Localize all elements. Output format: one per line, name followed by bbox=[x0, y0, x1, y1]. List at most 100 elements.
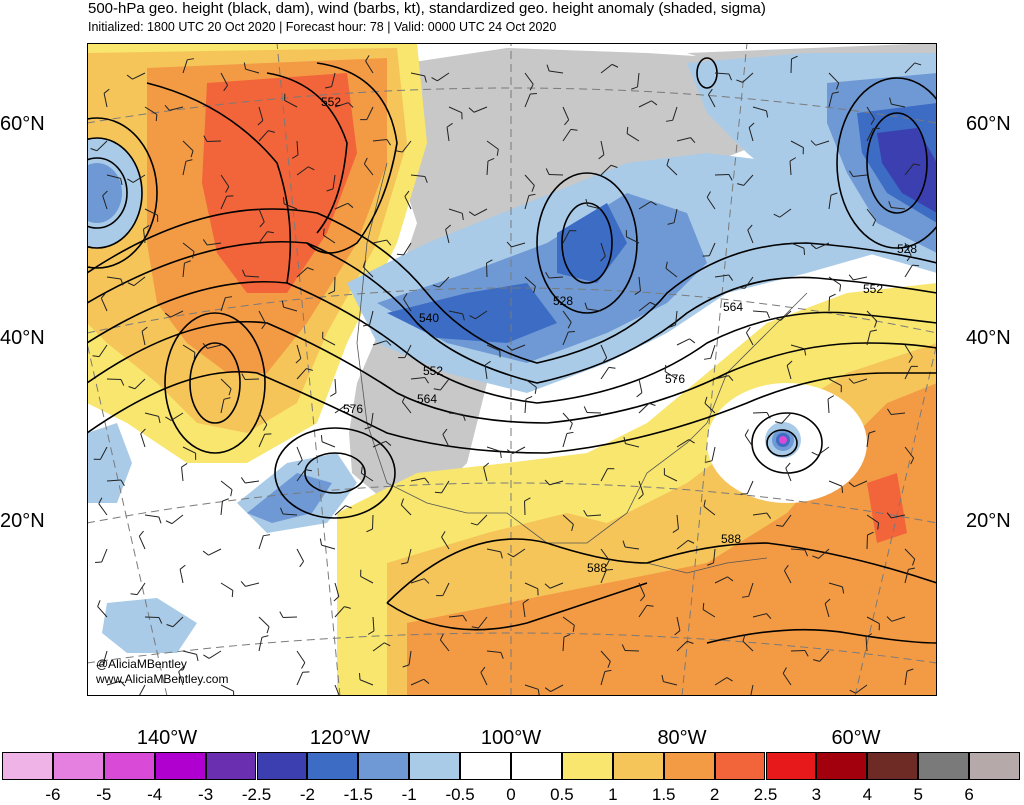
wind-barb bbox=[524, 378, 537, 394]
wind-barb bbox=[600, 242, 606, 262]
wind-barb bbox=[598, 140, 605, 160]
wind-barb bbox=[866, 127, 880, 142]
wind-barb bbox=[362, 260, 374, 278]
wind-barb bbox=[334, 606, 351, 618]
contour-label: 576 bbox=[665, 372, 685, 386]
wind-barb bbox=[164, 104, 184, 111]
wind-barb bbox=[522, 598, 529, 618]
wind-barb bbox=[182, 650, 199, 662]
wind-barb bbox=[866, 208, 877, 227]
wind-barb bbox=[737, 174, 754, 186]
wind-barb bbox=[284, 93, 298, 108]
wind-barb bbox=[372, 440, 392, 448]
colorbar-swatch bbox=[154, 752, 206, 780]
wind-barb bbox=[220, 195, 234, 210]
anomaly-negative-west-low-2 bbox=[87, 163, 122, 223]
wind-barb bbox=[600, 650, 611, 668]
wind-barb bbox=[824, 598, 831, 618]
wind-barb bbox=[714, 576, 734, 584]
wind-barb bbox=[790, 242, 806, 255]
wind-barb bbox=[360, 106, 374, 121]
wind-barb bbox=[281, 300, 298, 312]
map-subtitle: Initialized: 1800 UTC 20 Oct 2020 | Fore… bbox=[88, 20, 557, 34]
wind-barb bbox=[220, 498, 229, 516]
wind-barb bbox=[828, 378, 842, 393]
contour-label: 588 bbox=[587, 561, 607, 575]
wind-barb bbox=[220, 397, 231, 414]
wind-barb bbox=[363, 157, 374, 176]
wind-barb bbox=[296, 548, 305, 568]
wind-barb bbox=[166, 616, 184, 628]
wind-barb bbox=[775, 412, 792, 424]
wind-barb bbox=[828, 480, 844, 493]
wind-barb bbox=[220, 582, 234, 598]
contour-label: 552 bbox=[321, 95, 341, 109]
wind-barb bbox=[621, 644, 640, 652]
wind-barb bbox=[706, 191, 716, 210]
wind-barb bbox=[506, 241, 526, 248]
wind-barb bbox=[828, 276, 842, 292]
wind-barb bbox=[887, 408, 906, 415]
wind-barb bbox=[182, 159, 193, 176]
wind-barb bbox=[97, 600, 108, 618]
wind-barb bbox=[848, 378, 868, 384]
wind-barb bbox=[202, 342, 222, 349]
wind-barb bbox=[178, 666, 184, 686]
wind-barb bbox=[866, 531, 874, 550]
wind-barb bbox=[810, 242, 830, 250]
wind-barb bbox=[669, 310, 678, 328]
colorbar-label: -1 bbox=[401, 785, 417, 804]
colorbar-swatch bbox=[52, 752, 104, 780]
wind-barb bbox=[665, 261, 678, 278]
wind-barb bbox=[904, 163, 921, 176]
wind-barb bbox=[676, 439, 695, 448]
lon-label-140w: 140°W bbox=[136, 727, 198, 749]
wind-barb bbox=[468, 106, 488, 113]
wind-barb bbox=[179, 564, 186, 584]
anomaly-negative-sw bbox=[102, 598, 197, 653]
wind-barb bbox=[90, 140, 108, 152]
wind-barb bbox=[486, 259, 493, 278]
wind-barb bbox=[282, 197, 298, 210]
wind-barb bbox=[448, 310, 465, 321]
wind-barb bbox=[667, 208, 678, 225]
wind-barb bbox=[776, 514, 792, 527]
colorbar-swatch bbox=[256, 752, 308, 780]
lon-label-120w: 120°W bbox=[309, 727, 371, 749]
wind-barb bbox=[446, 122, 453, 142]
wind-barb bbox=[328, 276, 336, 295]
wind-barb bbox=[319, 538, 336, 550]
colorbar-label: 5 bbox=[913, 785, 923, 804]
wind-barb bbox=[866, 616, 880, 631]
wind-barb bbox=[600, 344, 608, 364]
colorbar-label: 0 bbox=[506, 785, 516, 804]
anomaly-positive-south-4 bbox=[867, 473, 907, 543]
wind-barb bbox=[704, 396, 716, 414]
wind-barb bbox=[329, 378, 337, 397]
lat-label-left-60: 60°N bbox=[0, 113, 45, 135]
wind-barb bbox=[441, 531, 450, 550]
contour-label: 528 bbox=[897, 242, 917, 256]
wind-barb bbox=[665, 106, 678, 122]
wind-barb bbox=[258, 231, 274, 244]
colorbar-label: -1.5 bbox=[343, 785, 373, 804]
wind-barb bbox=[672, 514, 679, 533]
wind-barb bbox=[676, 338, 696, 346]
wind-barb bbox=[904, 242, 912, 262]
wind-barb bbox=[562, 330, 575, 346]
contour-label: 564 bbox=[417, 392, 437, 406]
colorbar-swatch bbox=[765, 752, 817, 780]
height-contours bbox=[87, 57, 937, 644]
wind-barb bbox=[790, 650, 809, 657]
map-title: 500-hPa geo. height (black, dam), wind (… bbox=[88, 0, 766, 17]
wind-barb bbox=[291, 140, 299, 159]
wind-barb bbox=[93, 446, 108, 460]
colorbar-label: 1.5 bbox=[651, 785, 676, 804]
wind-barb bbox=[486, 344, 501, 358]
wind-barb bbox=[866, 106, 875, 125]
wind-barb bbox=[636, 378, 643, 398]
wind-barb bbox=[676, 137, 696, 144]
wind-barb bbox=[714, 174, 733, 181]
wind-barb bbox=[785, 462, 792, 482]
wind-barb bbox=[439, 633, 450, 652]
